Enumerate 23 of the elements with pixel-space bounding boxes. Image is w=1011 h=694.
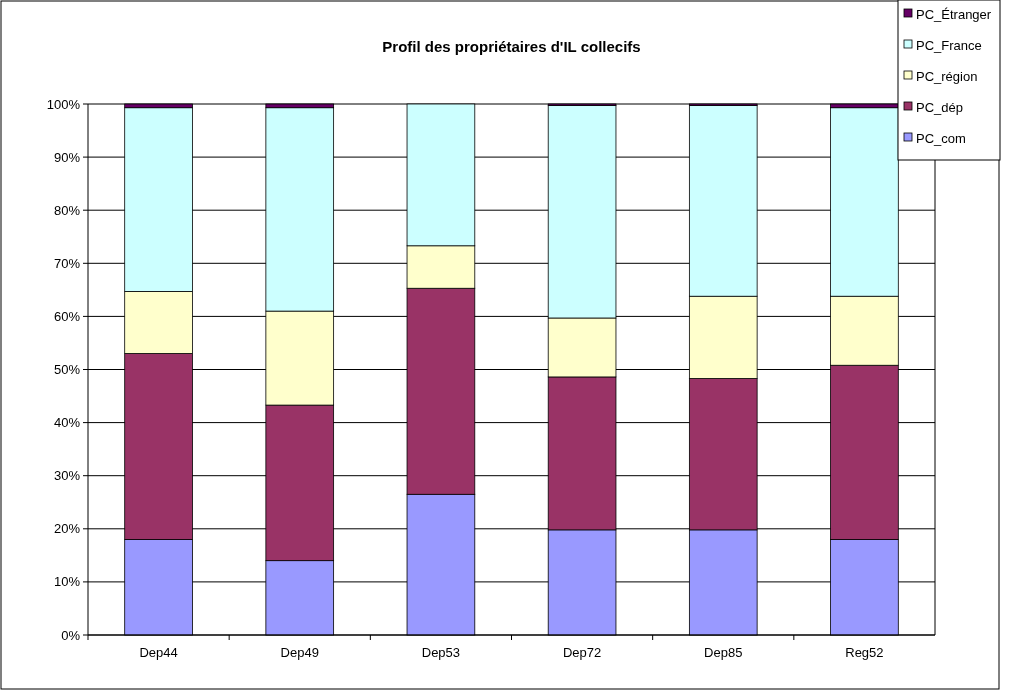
y-tick-label: 100% — [46, 96, 81, 112]
y-tick-label: 30% — [53, 468, 81, 484]
legend-label: PC_région — [916, 68, 978, 84]
y-tick-label: 40% — [53, 415, 81, 431]
x-tick-label: Dep49 — [280, 645, 319, 660]
y-tick-label: 0% — [61, 627, 81, 643]
y-tick-label: 70% — [53, 255, 81, 271]
y-tick-label: 80% — [53, 202, 81, 218]
legend-label: PC_France — [916, 37, 982, 53]
legend-label: PC_Étranger — [916, 6, 992, 22]
legend-label: PC_com — [916, 130, 966, 146]
y-tick-label: 10% — [53, 574, 81, 590]
y-tick-label: 50% — [53, 362, 81, 378]
y-tick-label: 90% — [53, 149, 81, 165]
x-tick-label: Dep53 — [421, 645, 461, 660]
x-tick-label: Dep72 — [562, 645, 602, 660]
x-tick-label: Reg52 — [845, 645, 884, 660]
y-tick-label: 20% — [53, 521, 81, 537]
x-tick-label: Dep44 — [139, 645, 178, 660]
y-tick-label: 60% — [53, 308, 81, 324]
x-tick-label: Dep85 — [704, 645, 743, 660]
legend-label: PC_dép — [916, 99, 963, 115]
chart-title: Profil des propriétaires d'IL collecifs — [382, 38, 641, 55]
